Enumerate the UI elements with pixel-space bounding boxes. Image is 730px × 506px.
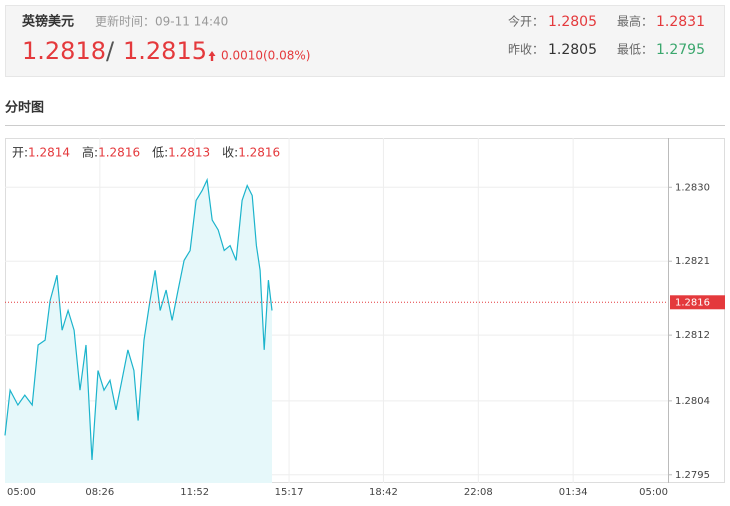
ohlc-label: 高: [82, 145, 98, 160]
x-tick-label: 05:00 [7, 487, 36, 498]
stat-label: 最低： [617, 43, 653, 57]
area [5, 179, 272, 483]
price2: 1.2815 [123, 37, 207, 65]
x-tick-label: 08:26 [85, 487, 114, 498]
change: 0.0010(0.08%) [221, 49, 310, 63]
y-tick-label: 1.2812 [675, 330, 710, 341]
x-tick-label: 22:08 [464, 487, 493, 498]
ohlc-value: 1.2816 [238, 146, 280, 160]
y-tick-label: 1.2821 [675, 256, 710, 267]
quote-title: 英镑美元 [21, 14, 74, 30]
x-tick-label: 05:00 [639, 487, 668, 498]
section-title: 分时图 [5, 100, 44, 116]
y-tick-label: 1.2830 [675, 182, 710, 193]
x-tick-label: 15:17 [275, 487, 304, 498]
current-tag [670, 295, 725, 310]
y-tick-label: 1.2795 [675, 470, 710, 481]
ohlc-label: 低: [152, 146, 168, 160]
stat-value: 1.2805 [548, 42, 597, 58]
stat-value: 1.2805 [548, 14, 597, 30]
ohlc-value: 1.2813 [168, 146, 210, 160]
price-separator: / [106, 37, 115, 65]
price: 1.2818 [22, 37, 106, 65]
stat-label: 今开： [508, 14, 544, 29]
ohlc-value: 1.2816 [98, 146, 140, 160]
x-tick-label: 18:42 [369, 487, 398, 498]
x-tick-label: 11:52 [180, 487, 209, 498]
price-line [4, 177, 273, 461]
stat-value: 1.2831 [656, 14, 705, 30]
x-tick-label: 01:34 [559, 487, 588, 498]
chart-frame [5, 138, 725, 483]
y-tick-label: 1.2804 [675, 396, 710, 407]
stat-label: 最高： [617, 14, 653, 29]
stat-label: 昨收： [508, 43, 544, 57]
current-label: 1.2816 [675, 297, 710, 308]
up-arrow [208, 51, 216, 61]
update-time: 更新时间：09-11 14:40 [95, 14, 228, 29]
stat-value: 1.2795 [656, 42, 705, 58]
ohlc-label: 收: [222, 146, 238, 160]
ohlc-label: 开: [12, 146, 28, 160]
ohlc-value: 1.2814 [28, 146, 70, 160]
quote-panel [5, 5, 725, 77]
